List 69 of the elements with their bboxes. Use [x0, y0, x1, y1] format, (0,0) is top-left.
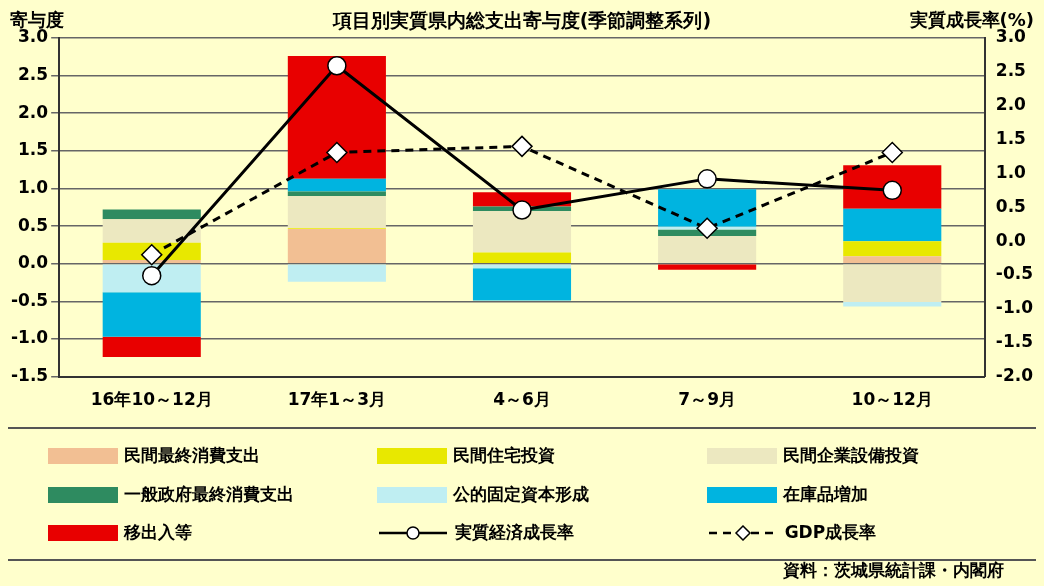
y2-tick-label: -1.5: [995, 331, 1033, 352]
y-tick-label: -0.5: [11, 289, 49, 310]
legend-label: 公的固定資本形成: [453, 483, 590, 504]
bar: [102, 292, 201, 337]
y-tick-label: 0.5: [18, 214, 49, 235]
legend-label: 民間住宅投資: [453, 445, 556, 466]
bar: [102, 209, 201, 220]
bar: [287, 264, 386, 282]
bar: [658, 235, 757, 263]
point: [141, 265, 162, 286]
legend-label: GDP成長率: [784, 521, 877, 542]
point: [882, 180, 903, 201]
y2-tick-label: 1.0: [995, 161, 1027, 182]
point: [326, 141, 348, 164]
point: [881, 141, 904, 164]
y-tick-label: 0.0: [18, 252, 49, 273]
x-tick-label: 4～6月: [493, 389, 551, 410]
y2-tick-label: -2.0: [995, 365, 1034, 386]
legend-label: 一般政府最終消費支出: [124, 483, 294, 504]
y-tick-label: 2.5: [18, 64, 49, 85]
x-tick-label: 7～9月: [678, 389, 736, 410]
y-tick-label: 2.0: [18, 101, 49, 122]
point: [511, 135, 533, 158]
bar: [843, 208, 942, 242]
y2-tick-label: 0.5: [995, 195, 1026, 216]
bar: [102, 219, 201, 243]
bar: [843, 302, 942, 307]
y2-tick-label: -1.0: [995, 297, 1034, 318]
bar: [843, 264, 942, 303]
legend-label: 民間最終消費支出: [124, 445, 260, 466]
chart-title: 項目別実質県内総支出寄与度(季節調整系列): [332, 9, 712, 31]
bar: [472, 211, 572, 253]
bar: [287, 191, 386, 197]
bar: [472, 264, 572, 269]
y-tick-label: 1.5: [18, 139, 49, 160]
y2-tick-label: 2.0: [995, 94, 1027, 115]
x-tick-label: 10～12月: [851, 389, 933, 410]
y-axis-title: 寄与度: [10, 8, 64, 30]
bar: [287, 229, 386, 263]
point: [697, 169, 717, 189]
y-tick-label: -1.5: [11, 365, 49, 386]
x-tick-label: 16年10～12月: [90, 389, 213, 410]
bar: [287, 178, 386, 192]
y2-tick-label: 1.5: [995, 128, 1026, 148]
legend-label: 在庫品増加: [782, 483, 868, 504]
bar: [843, 256, 942, 263]
point: [327, 56, 347, 76]
bar: [658, 189, 757, 227]
bar: [843, 241, 942, 257]
bar: [287, 196, 386, 229]
bar: [472, 268, 572, 301]
y2-axis-title: 実質成長率(%): [909, 8, 1034, 30]
point: [696, 217, 718, 240]
point: [140, 243, 163, 266]
x-tick-label: 17年1～3月: [287, 389, 387, 410]
legend-label: 実質経済成長率: [455, 521, 575, 542]
legend-label: 民間企業設備投資: [782, 445, 919, 466]
y-tick-label: 1.0: [18, 176, 49, 197]
bar: [472, 252, 572, 263]
y-tick-label: -1.0: [11, 327, 49, 348]
y2-tick-label: 2.5: [995, 60, 1026, 81]
bar: [287, 56, 386, 179]
bar: [102, 336, 201, 358]
point: [512, 200, 532, 220]
bar: [658, 264, 757, 270]
y2-tick-label: -0.5: [995, 263, 1033, 284]
y2-tick-label: 0.0: [995, 229, 1027, 250]
text: 資料：茨城県統計課・内閣府: [783, 559, 1004, 582]
legend-label: 移出入等: [124, 521, 192, 542]
